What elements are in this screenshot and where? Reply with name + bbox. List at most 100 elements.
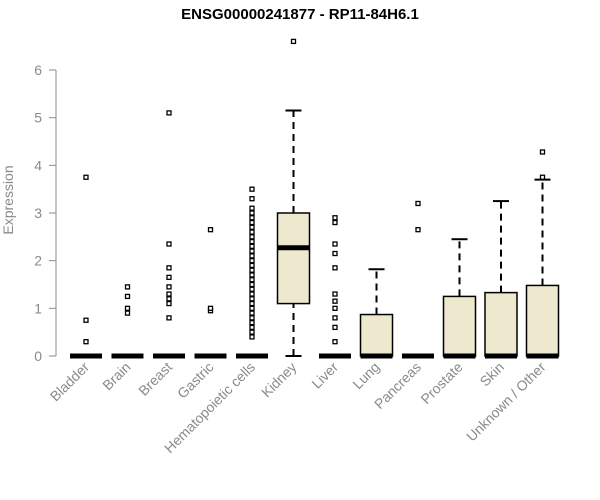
box-iqr — [359, 313, 394, 357]
box-skin — [484, 200, 518, 359]
outlier-point — [249, 315, 255, 321]
outlier-point — [332, 339, 338, 345]
outlier-point — [332, 219, 338, 226]
y-tick-label: 4 — [34, 157, 42, 173]
box-breast — [153, 110, 185, 359]
outlier-point — [166, 110, 172, 116]
box-lung — [359, 268, 394, 359]
x-tick-label: Skin — [477, 359, 508, 390]
y-tick-label: 1 — [34, 300, 42, 316]
x-tick-label: Prostate — [417, 359, 465, 407]
x-tick-label: Brain — [99, 359, 133, 393]
x-tick-label: Unknown / Other — [463, 359, 549, 445]
box-iqr — [525, 284, 560, 357]
box-iqr — [484, 291, 518, 357]
outlier-point — [249, 267, 255, 273]
outlier-point — [249, 243, 255, 250]
outlier-point — [207, 227, 214, 233]
outlier-point — [332, 291, 338, 297]
outlier-point — [249, 329, 255, 335]
outlier-point — [249, 281, 255, 288]
x-tick-label: Breast — [135, 359, 175, 399]
outlier-point — [249, 305, 255, 311]
box-prostate — [442, 238, 477, 359]
outlier-point — [332, 215, 338, 221]
box-hematopoietic-cells — [236, 186, 268, 359]
outlier-point — [415, 227, 421, 233]
outlier-point — [290, 38, 297, 45]
outlier-point — [83, 174, 89, 180]
outlier-point — [249, 238, 255, 245]
outlier-point — [249, 219, 255, 226]
box-liver — [319, 215, 351, 359]
outlier-point — [166, 265, 172, 271]
outlier-point — [249, 262, 255, 269]
x-tick-label: Lung — [349, 359, 382, 392]
box-gastric — [194, 227, 227, 359]
outlier-point — [249, 205, 255, 211]
outlier-point — [166, 315, 172, 321]
box-bladder — [70, 174, 102, 359]
outlier-point — [539, 174, 546, 180]
outlier-point — [332, 241, 338, 247]
x-tick-label: Kidney — [258, 359, 300, 401]
outlier-point — [249, 258, 255, 264]
outlier-point — [166, 296, 172, 302]
outlier-point — [166, 274, 172, 281]
outlier-point — [332, 298, 338, 304]
y-axis-title: Expression — [0, 165, 16, 234]
x-tick-label: Liver — [308, 359, 341, 392]
box-unknown-other — [525, 149, 560, 359]
outlier-point — [166, 241, 172, 247]
outlier-point — [124, 293, 131, 300]
outlier-point — [249, 229, 255, 235]
y-tick-label: 3 — [34, 205, 42, 221]
outlier-point — [249, 334, 255, 340]
outlier-point — [124, 305, 131, 311]
y-axis: 0 1 2 3 4 5 6 — [34, 62, 57, 364]
outlier-point — [249, 215, 255, 221]
outlier-point — [83, 339, 89, 345]
y-tick-label: 0 — [34, 348, 42, 364]
box-iqr — [442, 295, 477, 357]
outlier-point — [249, 186, 255, 192]
outlier-point — [249, 234, 255, 240]
outlier-point — [249, 324, 255, 331]
outlier-point — [415, 200, 421, 207]
outlier-point — [249, 210, 255, 216]
outlier-point — [249, 253, 255, 259]
outlier-point — [166, 291, 172, 297]
outlier-point — [332, 265, 338, 271]
y-tick-label: 5 — [34, 110, 42, 126]
outlier-point — [332, 324, 338, 331]
outlier-point — [539, 149, 546, 155]
chart-title: ENSG00000241877 - RP11-84H6.1 — [181, 6, 419, 23]
outlier-point — [332, 250, 338, 257]
box-brain — [111, 284, 144, 359]
outlier-point — [249, 300, 255, 307]
y-tick-label: 2 — [34, 253, 42, 269]
outlier-point — [249, 310, 255, 316]
outlier-point — [249, 296, 255, 302]
outlier-point — [249, 319, 255, 326]
outlier-point — [249, 248, 255, 254]
outlier-point — [166, 284, 172, 290]
outlier-point — [207, 305, 214, 311]
outlier-point — [249, 196, 255, 202]
box-pancreas — [402, 200, 434, 359]
outlier-point — [249, 291, 255, 297]
outlier-point — [124, 310, 131, 316]
outlier-point — [249, 272, 255, 278]
outlier-point — [83, 317, 89, 323]
outlier-point — [166, 300, 172, 307]
boxes-layer — [70, 38, 560, 359]
box-kidney — [276, 38, 311, 357]
box-iqr — [276, 212, 311, 305]
x-tick-label: Bladder — [47, 359, 93, 405]
outlier-point — [332, 315, 338, 321]
outlier-point — [332, 305, 338, 311]
y-tick-label: 6 — [34, 62, 42, 78]
outlier-point — [124, 284, 131, 290]
